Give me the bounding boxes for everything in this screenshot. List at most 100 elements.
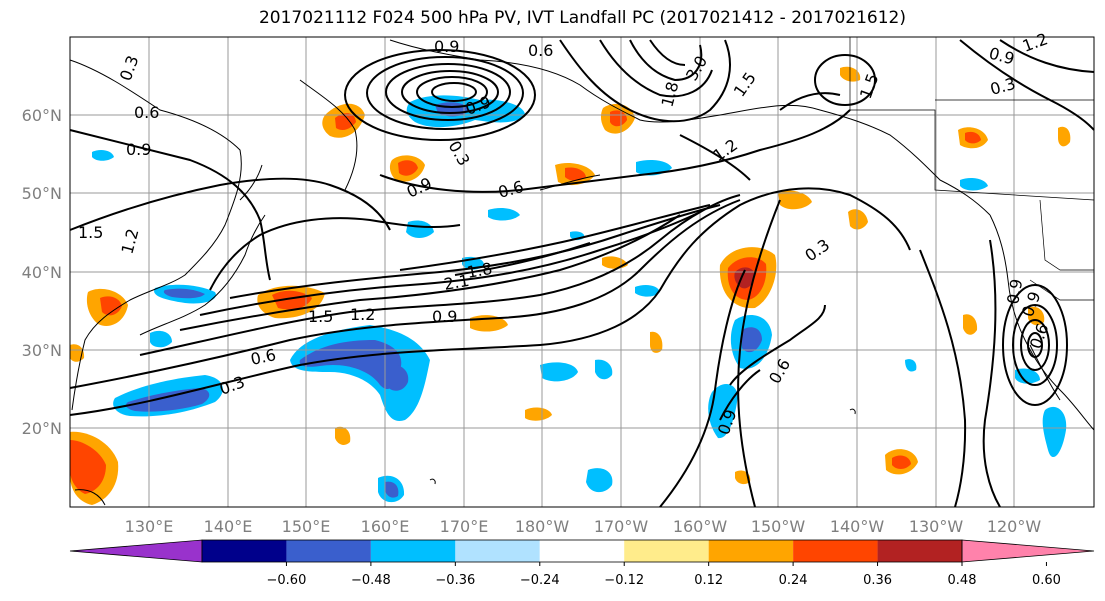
contour-line [649, 39, 686, 66]
positive-anomaly-patch [892, 455, 911, 469]
contour-label: 0.9 [126, 140, 151, 159]
contour-line [659, 269, 746, 508]
contour-line [629, 39, 703, 82]
negative-anomaly-patch [299, 340, 402, 390]
coastline [74, 489, 106, 506]
colorbar-tick-label: −0.24 [520, 573, 560, 588]
positive-anomaly-patch [398, 160, 418, 176]
colorbar-tick-label: −0.48 [351, 573, 391, 588]
colorbar-tick-label: 0.48 [948, 573, 977, 588]
lon-tick-label: 150°W [751, 517, 806, 536]
negative-anomaly-patch [406, 220, 434, 238]
colorbar-tick-label: −0.12 [604, 573, 644, 588]
contour-line [199, 211, 701, 316]
lon-tick-label: 170°W [594, 517, 649, 536]
positive-anomaly-patch [650, 331, 663, 353]
coastline [139, 214, 266, 336]
colorbar-tick-label: 0.12 [694, 573, 723, 588]
negative-anomaly-patch [1042, 406, 1067, 458]
contour-line [679, 134, 751, 181]
latitude-tick-labels: 60°N 50°N 40°N 30°N 20°N [22, 106, 62, 438]
negative-anomaly-patch [905, 359, 917, 372]
contour-line [599, 39, 713, 98]
contour-line [559, 39, 731, 123]
contour-line [999, 39, 1095, 73]
colorbar-segment [202, 540, 287, 562]
contour-line [69, 187, 911, 416]
contour-label: 0.6 [134, 103, 159, 122]
negative-anomaly-patch [586, 468, 613, 493]
positive-anomaly-patch [1058, 126, 1071, 147]
contour-label: 0.9 [432, 307, 457, 326]
positive-anomaly-patch [272, 290, 312, 310]
border-line [1039, 199, 1094, 271]
negative-anomaly-patch [960, 178, 988, 191]
contour-label: 0.6 [528, 41, 553, 60]
colorbar-segment [286, 540, 371, 562]
coastline [69, 59, 242, 411]
negative-anomaly-patch [595, 359, 613, 380]
contour-line [719, 369, 761, 421]
contour-label: 0.9 [1003, 277, 1026, 305]
positive-anomaly-patch [100, 296, 122, 316]
coastline [849, 408, 856, 415]
contour-line [1020, 319, 1050, 371]
contour-label: 2.1 [442, 271, 470, 294]
lon-tick-label: 150°E [282, 517, 331, 536]
colorbar-tick-label: −0.60 [267, 573, 307, 588]
contour-line [139, 194, 741, 356]
colorbar-segment [624, 540, 709, 562]
lon-tick-label: 120°W [987, 517, 1042, 536]
colorbar-segment [370, 540, 456, 562]
colorbar-max-extension [961, 539, 1095, 563]
contour-line [209, 217, 461, 291]
positive-anomaly-patch [848, 209, 868, 230]
contour-line [344, 49, 536, 141]
coastline [1029, 344, 1061, 401]
negative-anomaly-patch [488, 207, 520, 221]
contour-line [229, 204, 721, 299]
contour-line [779, 92, 841, 111]
contour-line [399, 204, 711, 271]
contour-label: 1.2 [350, 305, 375, 324]
negative-anomaly-patch [385, 481, 399, 498]
contour-line [401, 70, 499, 114]
colorbar-tick-label: 0.36 [863, 573, 892, 588]
colorbar-segment [877, 540, 962, 562]
contour-line [919, 249, 967, 508]
positive-anomaly-patch [963, 314, 978, 335]
longitude-tick-labels: 130°E 140°E 150°E 160°E 170°E 180°W 170°… [125, 517, 1042, 536]
contour-line [814, 54, 876, 106]
contour-line [366, 56, 524, 130]
colorbar-segment [708, 540, 794, 562]
lon-tick-label: 140°E [204, 517, 253, 536]
contour-line [69, 199, 741, 389]
contour-line [729, 304, 826, 386]
contour-line [69, 177, 391, 231]
positive-anomaly-patch [610, 110, 627, 127]
colorbar-min-extension [69, 539, 203, 563]
positive-anomaly-patch [525, 407, 552, 421]
positive-anomaly-patch [778, 190, 812, 210]
colorbar: −0.60 −0.48 −0.36 −0.24 −0.12 0.12 0.24 0.36 0.4… [69, 539, 1095, 588]
positive-anomaly-patch [335, 113, 356, 130]
positive-anomaly-patch [565, 167, 586, 181]
contour-line [959, 39, 1095, 131]
positive-anomaly-patch [965, 131, 981, 144]
contour-line [1012, 304, 1058, 386]
coastline [539, 174, 601, 191]
coastline [429, 478, 436, 485]
lon-tick-label: 170°E [440, 517, 489, 536]
colorbar-tick-label: −0.36 [435, 573, 475, 588]
colorbar-tick-label: 0.60 [1032, 573, 1061, 588]
contour-label: 1.5 [308, 307, 333, 326]
contour-line [179, 214, 681, 331]
contour-line [1027, 332, 1043, 358]
coastline [299, 79, 358, 191]
map-frame [69, 36, 1095, 508]
lon-tick-label: 160°E [361, 517, 410, 536]
lon-tick-label: 130°E [125, 517, 174, 536]
contour-label: 1.5 [78, 223, 103, 242]
colorbar-tick-label: 0.24 [779, 573, 808, 588]
negative-anomaly-patch [540, 362, 578, 382]
